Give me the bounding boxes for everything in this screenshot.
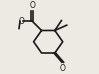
Text: O: O xyxy=(19,17,25,26)
Text: O: O xyxy=(29,1,35,10)
Text: O: O xyxy=(60,64,66,73)
